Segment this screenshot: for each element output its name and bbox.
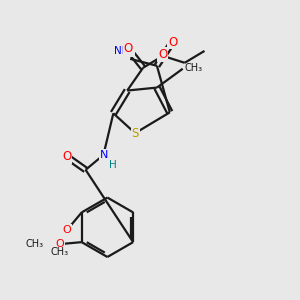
Text: O: O bbox=[62, 150, 71, 164]
Text: H: H bbox=[110, 160, 117, 170]
Text: O: O bbox=[124, 42, 133, 56]
Text: NH₂: NH₂ bbox=[114, 46, 134, 56]
Text: CH₃: CH₃ bbox=[26, 239, 44, 249]
Text: O: O bbox=[62, 225, 71, 235]
Text: CH₃: CH₃ bbox=[51, 247, 69, 257]
Text: O: O bbox=[56, 239, 64, 249]
Text: S: S bbox=[131, 127, 139, 140]
Text: CH₃: CH₃ bbox=[185, 63, 203, 73]
Text: O: O bbox=[158, 48, 167, 62]
Text: O: O bbox=[168, 35, 177, 49]
Text: N: N bbox=[100, 150, 109, 160]
